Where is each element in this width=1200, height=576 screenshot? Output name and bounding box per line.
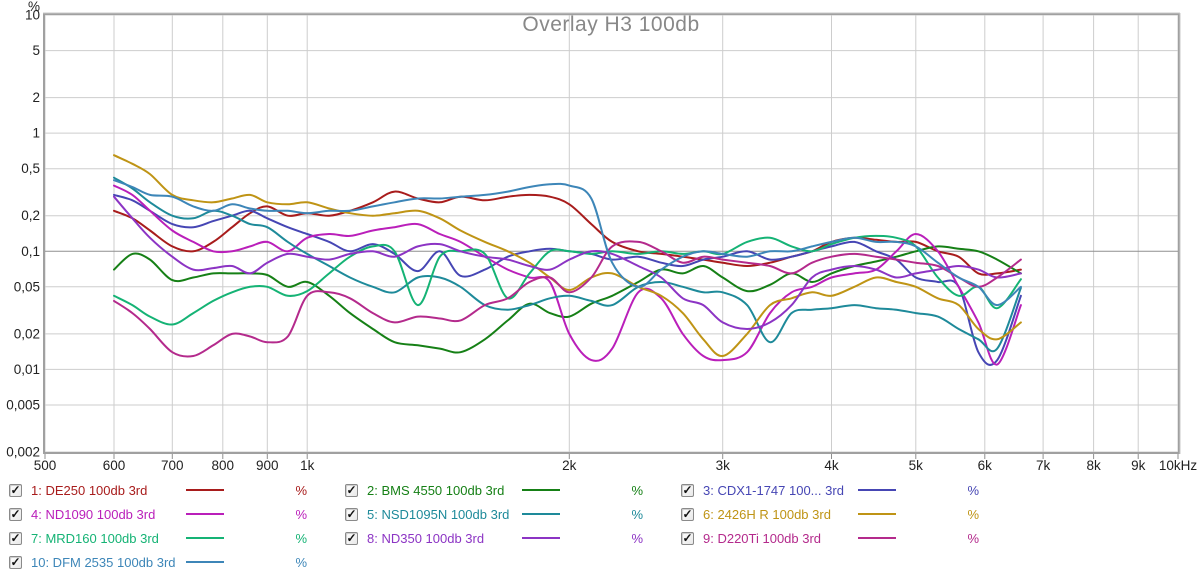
legend-unit: %	[631, 530, 643, 546]
series-curve-1	[113, 190, 1022, 276]
legend-color-swatch	[522, 537, 560, 539]
legend-color-swatch	[858, 489, 896, 491]
legend-item-10: ✓ 10: DFM 2535 100db 3rd%	[4, 550, 340, 574]
series-curve-9	[113, 240, 1022, 358]
legend-checkbox-2[interactable]: ✓	[345, 483, 358, 497]
svg-text:0,002: 0,002	[6, 445, 40, 460]
series-curve-8	[113, 195, 1022, 330]
legend-checkbox-8[interactable]: ✓	[345, 531, 358, 545]
legend-item-6: ✓ 6: 2426H R 100db 3rd%	[676, 502, 1012, 526]
series-curve-5	[113, 176, 1022, 353]
legend-color-swatch	[522, 513, 560, 515]
legend-unit: %	[295, 482, 307, 498]
legend-label: 9: D220Ti 100db 3rd	[703, 530, 822, 546]
legend-color-swatch	[186, 489, 224, 491]
svg-text:5k: 5k	[909, 458, 924, 473]
legend-color-swatch	[186, 537, 224, 539]
legend-unit: %	[295, 554, 307, 570]
svg-text:0,2: 0,2	[21, 208, 40, 223]
svg-text:6k: 6k	[978, 458, 993, 473]
legend-checkbox-9[interactable]: ✓	[681, 531, 694, 545]
svg-text:%: %	[28, 0, 40, 14]
legend-label: 2: BMS 4550 100db 3rd	[367, 482, 505, 498]
svg-text:8k: 8k	[1086, 458, 1101, 473]
legend-item-3: ✓ 3: CDX1-1747 100... 3rd%	[676, 478, 1012, 502]
svg-text:800: 800	[212, 458, 235, 473]
legend-unit: %	[967, 482, 979, 498]
legend-item-5: ✓ 5: NSD1095N 100db 3rd%	[340, 502, 676, 526]
legend-item-7: ✓ 7: MRD160 100db 3rd%	[4, 526, 340, 550]
legend-unit: %	[631, 506, 643, 522]
svg-text:2k: 2k	[562, 458, 577, 473]
legend-label: 1: DE250 100db 3rd	[31, 482, 148, 498]
legend-label: 8: ND350 100db 3rd	[367, 530, 485, 546]
legend-unit: %	[631, 482, 643, 498]
legend-color-swatch	[186, 561, 224, 563]
legend-item-8: ✓ 8: ND350 100db 3rd%	[340, 526, 676, 550]
svg-text:0,005: 0,005	[6, 398, 40, 413]
legend-label: 7: MRD160 100db 3rd	[31, 530, 159, 546]
legend-label: 4: ND1090 100db 3rd	[31, 506, 156, 522]
legend-unit: %	[295, 530, 307, 546]
legend-unit: %	[967, 506, 979, 522]
legend-color-swatch	[186, 513, 224, 515]
svg-text:500: 500	[34, 458, 57, 473]
legend-color-swatch	[858, 537, 896, 539]
series-curve-7	[113, 234, 1022, 326]
legend-color-swatch	[858, 513, 896, 515]
legend-color-swatch	[522, 489, 560, 491]
svg-text:700: 700	[161, 458, 184, 473]
svg-text:0,02: 0,02	[14, 326, 40, 341]
chart-area[interactable]: 500 600 700 800 900 1k 2k 3k 4k 5k 6k 7k 8k 9k 10kHz 10…	[0, 0, 1200, 478]
svg-text:0,1: 0,1	[21, 244, 40, 259]
legend-checkbox-10[interactable]: ✓	[9, 555, 22, 569]
legend-unit: %	[295, 506, 307, 522]
legend-checkbox-3[interactable]: ✓	[681, 483, 694, 497]
legend-unit: %	[967, 530, 979, 546]
legend-checkbox-7[interactable]: ✓	[9, 531, 22, 545]
legend-label: 6: 2426H R 100db 3rd	[703, 506, 831, 522]
svg-text:600: 600	[103, 458, 126, 473]
legend-label: 3: CDX1-1747 100... 3rd	[703, 482, 844, 498]
legend-checkbox-6[interactable]: ✓	[681, 507, 694, 521]
svg-text:0,01: 0,01	[14, 362, 40, 377]
svg-text:2: 2	[32, 90, 40, 105]
svg-text:4k: 4k	[824, 458, 839, 473]
svg-text:3k: 3k	[716, 458, 731, 473]
distortion-overlay-chart[interactable]: 500 600 700 800 900 1k 2k 3k 4k 5k 6k 7k 8k 9k 10kHz10…	[0, 0, 1200, 478]
svg-text:9k: 9k	[1131, 458, 1146, 473]
legend-checkbox-4[interactable]: ✓	[9, 507, 22, 521]
series-curve-10	[113, 179, 1022, 307]
legend: ✓ 1: DE250 100db 3rd% ✓ 2: BMS 4550 100db 3…	[4, 478, 1014, 574]
legend-label: 5: NSD1095N 100db 3rd	[367, 506, 510, 522]
svg-text:0,5: 0,5	[21, 161, 40, 176]
svg-text:900: 900	[256, 458, 279, 473]
legend-item-9: ✓ 9: D220Ti 100db 3rd%	[676, 526, 1012, 550]
svg-text:10: 10	[25, 8, 40, 23]
svg-text:7k: 7k	[1036, 458, 1051, 473]
svg-text:1: 1	[32, 126, 40, 141]
legend-checkbox-1[interactable]: ✓	[9, 483, 22, 497]
legend-label: 10: DFM 2535 100db 3rd	[31, 554, 176, 570]
chart-title: Overlay H3 100db	[522, 13, 700, 36]
svg-text:5: 5	[32, 43, 40, 58]
legend-item-2: ✓ 2: BMS 4550 100db 3rd%	[340, 478, 676, 502]
legend-item-1: ✓ 1: DE250 100db 3rd%	[4, 478, 340, 502]
svg-text:10kHz: 10kHz	[1159, 458, 1198, 473]
legend-checkbox-5[interactable]: ✓	[345, 507, 358, 521]
svg-text:0,05: 0,05	[14, 279, 40, 294]
legend-item-4: ✓ 4: ND1090 100db 3rd%	[4, 502, 340, 526]
svg-text:1k: 1k	[300, 458, 315, 473]
